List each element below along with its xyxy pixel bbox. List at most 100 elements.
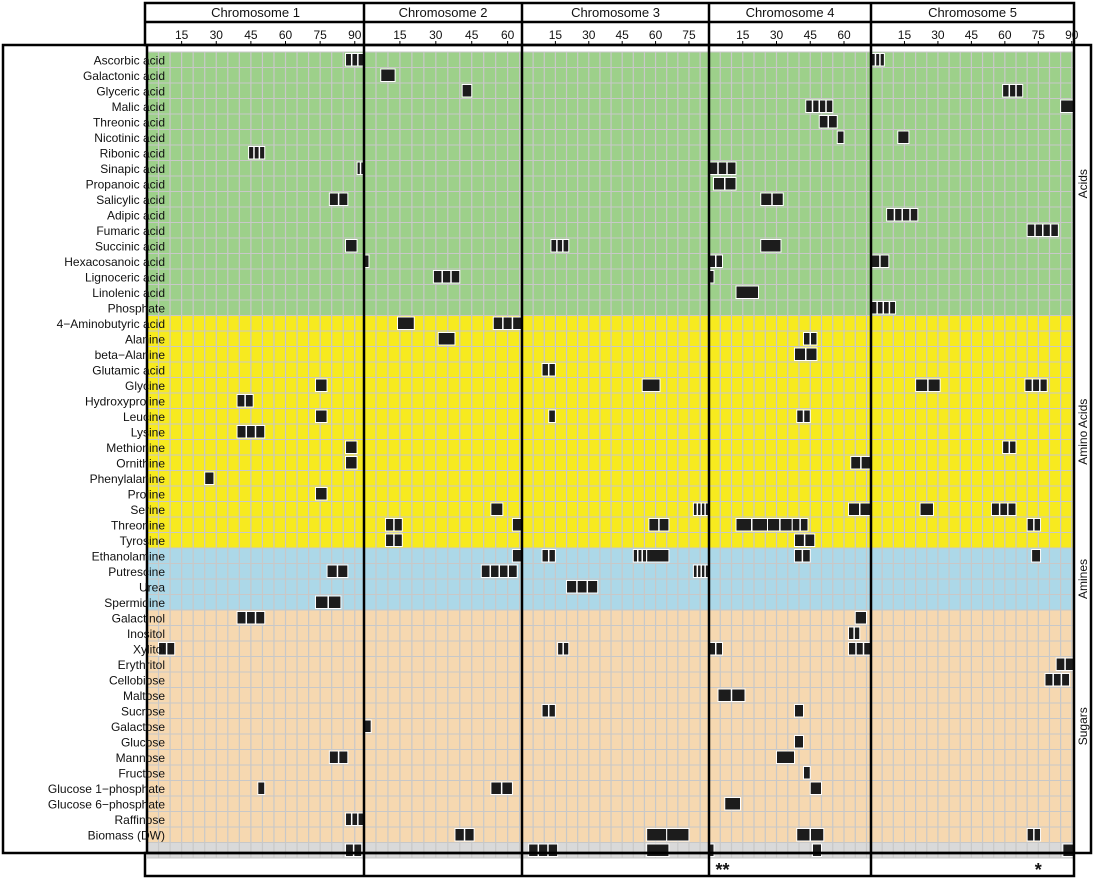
qtl-mark-glucose-1-phosphate-chr2 xyxy=(490,781,513,795)
tick-label: 30 xyxy=(582,28,596,42)
qtl-mark-threonine-chr4 xyxy=(791,518,809,532)
qtl-mark-biomass-dw-chr2 xyxy=(454,828,475,842)
qtl-mark-sucrose-chr3 xyxy=(541,704,556,718)
qtl-mark-ascorbic-acid-chr5 xyxy=(870,53,885,67)
qtl-mark-threonic-acid-chr4 xyxy=(818,115,838,129)
row-label-inositol: Inositol xyxy=(127,627,165,641)
qtl-mark-succinic-acid-chr4 xyxy=(760,239,782,253)
tick-label: 90 xyxy=(1065,28,1079,42)
chromosome-title: Chromosome 3 xyxy=(571,5,660,20)
qtl-mark-tyrosine-chr4 xyxy=(794,533,816,547)
qtl-mark-leucine-chr4 xyxy=(796,409,811,423)
qtl-mark-4-aminobutyric-acid-chr2 xyxy=(492,316,523,330)
qtl-mark-tyrosine-chr2 xyxy=(385,533,403,547)
tick-label: 60 xyxy=(501,28,515,42)
qtl-mark-fumaric-acid-chr5 xyxy=(1026,223,1059,237)
qtl-mark-threonine-chr5 xyxy=(1026,518,1042,532)
tick-label: 60 xyxy=(279,28,293,42)
qtl-mark-cellobiose-chr5 xyxy=(1044,673,1071,687)
qtl-mark-phosphate-chr5 xyxy=(870,301,897,315)
qtl-mark-leucine-chr1 xyxy=(315,409,328,423)
qtl-mark-serine-chr5 xyxy=(919,502,934,516)
qtl-mark-ethanolamine-chr3 xyxy=(632,549,648,563)
row-label-4-aminobutyric-acid: 4−Aminobutyric acid xyxy=(57,317,165,331)
qtl-mark-lignoceric-acid-chr2 xyxy=(432,270,461,284)
qtl-mark-inositol-chr4 xyxy=(848,626,861,640)
qtl-mark-glucose-1-phosphate-chr1 xyxy=(257,781,266,795)
tick-label: 15 xyxy=(549,28,563,42)
qtl-mark-linolenic-acid-chr4 xyxy=(735,285,759,299)
qtl-mark-salicylic-acid-chr4 xyxy=(760,192,784,206)
qtl-mark-raffinose-chr1 xyxy=(345,812,365,826)
qtl-mark-maltose-chr4 xyxy=(717,688,746,702)
tick-label: 60 xyxy=(649,28,663,42)
row-label-galactinol: Galactinol xyxy=(112,611,165,625)
qtl-mark-galactonic-acid-chr2 xyxy=(380,68,396,82)
qtl-mark-sinapic-acid-chr4 xyxy=(708,161,737,175)
row-label-urea: Urea xyxy=(139,580,165,594)
qtl-mark-serine-chr3 xyxy=(692,502,710,516)
tick-label: 15 xyxy=(736,28,750,42)
annotations: ** * xyxy=(715,860,1041,880)
significance-star: * xyxy=(1035,860,1042,880)
qtl-mark-lysine-chr1 xyxy=(236,425,266,439)
row-label-glucose: Glucose xyxy=(121,735,165,749)
row-label-propanoic-acid: Propanoic acid xyxy=(86,177,165,191)
row-label-mannose: Mannose xyxy=(116,751,166,765)
chromosome-header: Chromosome 1 15 30 45 60 75 90 Chromosome 2 15 30… xyxy=(175,5,1079,45)
tick-label: 45 xyxy=(615,28,629,42)
row-label-alanine: Alanine xyxy=(125,332,165,346)
row-label-cellobiose: Cellobiose xyxy=(109,673,165,687)
row-label-threonic-acid: Threonic acid xyxy=(93,115,165,129)
qtl-mark-glucose-6-phosphate-chr4 xyxy=(724,797,741,811)
qtl-mark-glycine-chr5 xyxy=(1024,378,1048,392)
qtl-mark-alanine-chr4 xyxy=(803,332,818,346)
row-label-beta-alanine: beta−Alanine xyxy=(95,348,166,362)
qtl-mark-methionine-chr5 xyxy=(1002,440,1017,454)
group-label-amines: Amines xyxy=(1076,559,1090,599)
tick-label: 90 xyxy=(348,28,362,42)
qtl-marks xyxy=(158,53,1075,857)
chromosome-title: Chromosome 2 xyxy=(399,5,488,20)
row-label-xylitol: Xylitol xyxy=(133,642,165,656)
row-label-phosphate: Phosphate xyxy=(108,301,166,315)
tick-label: 45 xyxy=(804,28,818,42)
qtl-mark-threonine-chr2 xyxy=(511,518,523,532)
tick-label: 15 xyxy=(898,28,912,42)
qtl-mark-ascorbic-acid-chr1 xyxy=(345,53,365,67)
row-label-raffinose: Raffinose xyxy=(115,813,166,827)
row-label-salicylic-acid: Salicylic acid xyxy=(96,193,165,207)
qtl-mark-mannose-chr1 xyxy=(328,750,349,764)
qtl-mark-putrescine-chr2 xyxy=(480,564,518,578)
row-label-fumaric-acid: Fumaric acid xyxy=(96,224,165,238)
tick-label: 45 xyxy=(465,28,479,42)
qtl-mark-serine-chr5 xyxy=(990,502,1017,516)
row-label-ethanolamine: Ethanolamine xyxy=(92,549,166,563)
row-label-malic-acid: Malic acid xyxy=(112,100,165,114)
qtl-mark-xylitol-chr4 xyxy=(848,642,872,656)
row-label-tyrosine: Tyrosine xyxy=(120,534,166,548)
qtl-mark-hexacosanoic-acid-chr5 xyxy=(870,254,890,268)
row-label-proline: Proline xyxy=(128,487,166,501)
row-label-hydroxyproline: Hydroxyproline xyxy=(85,394,165,408)
row-label-glutamic-acid: Glutamic acid xyxy=(92,363,165,377)
row-label-lysine: Lysine xyxy=(131,425,166,439)
row-label-putrescine: Putrescine xyxy=(108,565,165,579)
qtl-mark-glycine-chr1 xyxy=(315,378,328,392)
qtl-mark-biomass-chr5 xyxy=(1062,843,1075,857)
tick-label: 60 xyxy=(837,28,851,42)
qtl-mark-xylitol-chr3 xyxy=(557,642,570,656)
row-label-sucrose: Sucrose xyxy=(121,704,165,718)
row-label-nicotinic-acid: Nicotinic acid xyxy=(94,131,165,145)
row-label-methionine: Methionine xyxy=(106,441,165,455)
row-label-glucose-1-phosphate: Glucose 1−phosphate xyxy=(48,782,165,796)
qtl-mark-serine-chr2 xyxy=(490,502,504,516)
qtl-mark-fructose-chr4 xyxy=(803,766,811,780)
qtl-mark-beta-alanine-chr4 xyxy=(794,347,818,361)
qtl-mark-alanine-chr2 xyxy=(437,332,456,346)
chromosome-title: Chromosome 1 xyxy=(211,5,300,20)
footer-box xyxy=(143,851,1076,878)
qtl-mark-leucine-chr3 xyxy=(548,409,556,423)
